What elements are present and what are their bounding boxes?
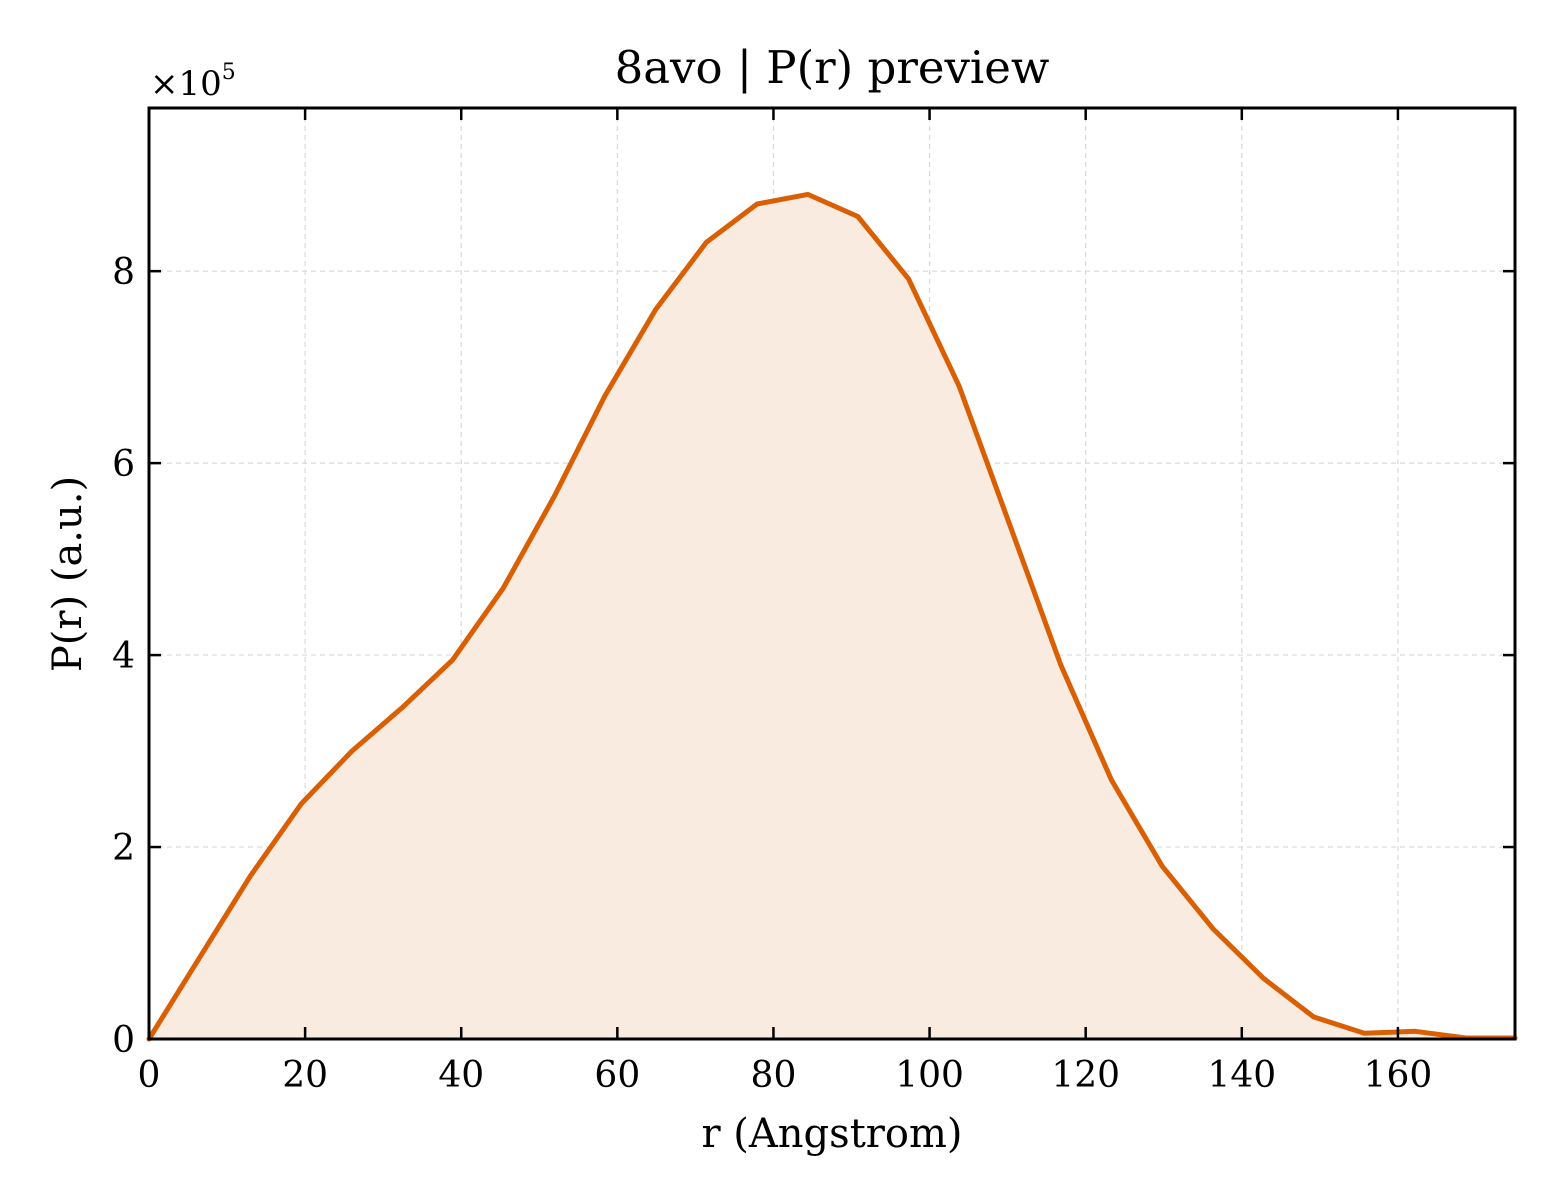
x-tick-label: 120 — [1051, 1055, 1120, 1096]
y-tick-label: 0 — [112, 1020, 135, 1061]
y-tick-label: 4 — [112, 636, 135, 677]
x-tick-label: 40 — [438, 1055, 484, 1096]
plot-area — [146, 191, 1518, 1042]
x-tick-label: 80 — [751, 1055, 797, 1096]
x-tick-label: 100 — [895, 1055, 964, 1096]
plot-frame — [147, 106, 1517, 1041]
x-tick-label: 60 — [594, 1055, 640, 1096]
ticks: 0 20 40 60 80 100 120 140 160 0 2 4 6 8 — [112, 108, 1515, 1096]
x-tick-label: 0 — [138, 1055, 161, 1096]
y-tick-label: 6 — [112, 444, 135, 485]
series-line — [146, 191, 1518, 1042]
chart-title: 8avo | P(r) preview — [615, 41, 1050, 94]
x-tick-label: 160 — [1364, 1055, 1433, 1096]
x-tick-label: 140 — [1207, 1055, 1276, 1096]
y-tick-label: 2 — [112, 828, 135, 869]
y-multiplier: ×105 — [150, 60, 236, 104]
y-axis-label: P(r) (a.u.) — [45, 476, 91, 672]
y-tick-label: 8 — [112, 252, 135, 293]
x-tick-label: 20 — [282, 1055, 328, 1096]
x-axis-label: r (Angstrom) — [701, 1111, 962, 1157]
series-area-fill — [149, 194, 1515, 1039]
